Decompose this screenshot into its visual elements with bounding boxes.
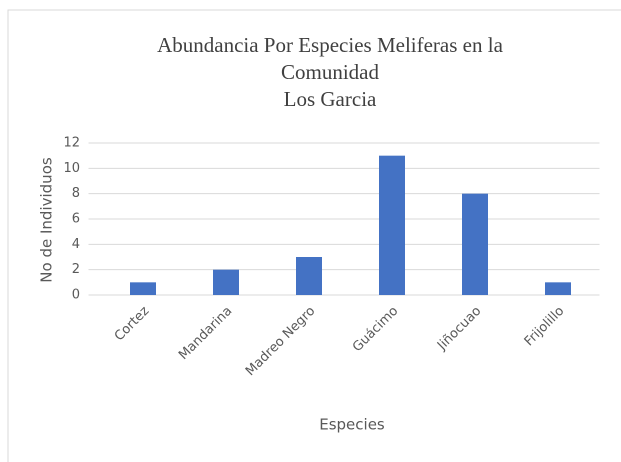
bar <box>213 269 239 295</box>
y-tick-label: 2 <box>72 262 80 277</box>
y-tick-label: 10 <box>63 161 80 176</box>
bar <box>379 155 405 295</box>
y-tick-label: 12 <box>63 136 80 151</box>
y-tick-label: 8 <box>72 186 80 201</box>
y-tick-label: 0 <box>72 288 80 303</box>
chart-title: Abundancia Por Especies Meliferas en la <box>157 33 503 57</box>
y-tick-label: 6 <box>72 212 80 227</box>
x-axis-label: Especies <box>319 416 385 434</box>
chart-title: Los Garcia <box>284 87 377 111</box>
bar <box>462 193 488 295</box>
chart-title: Comunidad <box>281 60 379 84</box>
bar <box>545 282 571 295</box>
bar <box>296 257 322 295</box>
chart-frame <box>7 9 621 462</box>
y-tick-label: 4 <box>72 237 80 252</box>
y-axis-label: No de Individuos <box>38 157 56 283</box>
bar <box>130 282 156 295</box>
